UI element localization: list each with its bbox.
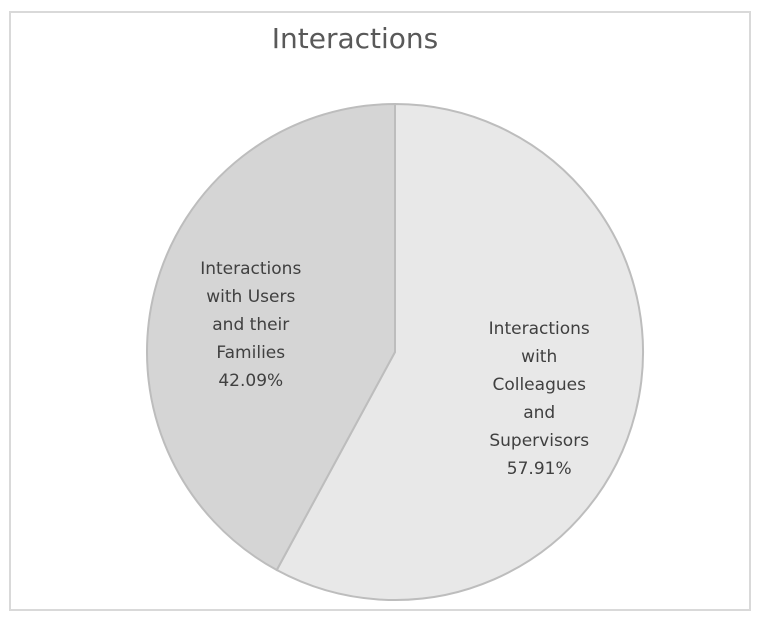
pie-slice — [275, 102, 644, 601]
value-label: 57.91% — [506, 458, 572, 479]
value-label: 42.09% — [218, 371, 284, 392]
slice-label: Interactions with Colleagues and Supervi… — [477, 315, 601, 483]
category-label: Interactions with Colleagues and Supervi… — [488, 318, 590, 451]
pie-slice — [146, 102, 396, 572]
category-label: Interactions with Users and their Famili… — [200, 259, 302, 364]
slice-label: Interactions with Users and their Famili… — [189, 255, 313, 395]
chart-title: Interactions — [272, 22, 439, 55]
